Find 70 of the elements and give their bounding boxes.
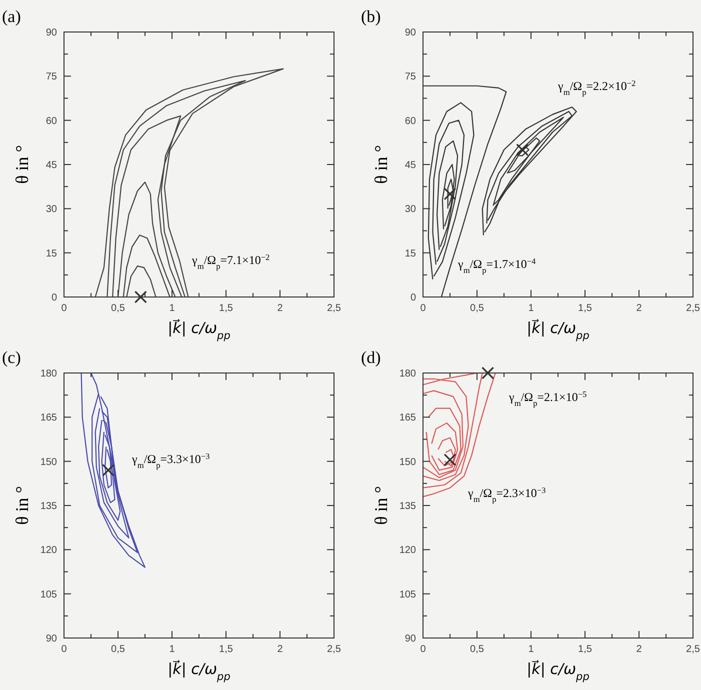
x-tick-label: 1,5 bbox=[219, 644, 234, 655]
y-tick-label: 120 bbox=[40, 545, 58, 556]
y-axis-title: θ in ° bbox=[12, 145, 32, 184]
y-tick-label: 0 bbox=[410, 292, 416, 304]
x-tick-label: 2 bbox=[277, 644, 284, 655]
x-tick-label: 0 bbox=[420, 644, 426, 655]
x-tick-label: 2,5 bbox=[327, 644, 342, 655]
x-tick-label: 1,5 bbox=[578, 644, 592, 655]
y-tick-label: 90 bbox=[404, 634, 416, 644]
x-axis-title: |k⃗| c/ω$_{pp}$ bbox=[168, 318, 231, 342]
x-axis-title: |k⃗| c/ω$_{pp}$ bbox=[526, 659, 590, 683]
y-tick-label: 75 bbox=[404, 72, 416, 83]
y-tick-label: 30 bbox=[46, 204, 58, 216]
annotation: γ$_{m}$/Ω$_{p}$=1.7×10$^{−4}$ bbox=[457, 256, 537, 274]
x-tick-label: 1 bbox=[528, 303, 534, 314]
chart-title: (c) bbox=[2, 348, 21, 367]
y-tick-label: 180 bbox=[399, 368, 416, 380]
y-tick-label: 30 bbox=[404, 204, 416, 216]
x-tick-label: 0,5 bbox=[470, 303, 484, 314]
y-tick-label: 90 bbox=[46, 28, 58, 38]
x-tick-label: 2 bbox=[277, 303, 284, 314]
y-tick-label: 180 bbox=[40, 368, 58, 380]
x-tick-label: 0 bbox=[61, 303, 68, 314]
y-tick-label: 0 bbox=[51, 292, 58, 304]
chart-title: (d) bbox=[361, 348, 381, 367]
x-tick-label: 2 bbox=[636, 644, 642, 655]
x-axis-title: |k⃗| c/ω$_{pp}$ bbox=[526, 318, 590, 342]
x-tick-label: 1,5 bbox=[578, 303, 592, 314]
y-tick-label: 90 bbox=[404, 28, 416, 38]
y-tick-label: 120 bbox=[399, 545, 416, 556]
x-tick-label: 2,5 bbox=[686, 303, 700, 314]
y-tick-label: 60 bbox=[404, 116, 416, 127]
y-axis-title: θ in ° bbox=[12, 486, 32, 525]
annotation: γ$_{m}$/Ω$_{p}$=7.1×10$^{−2}$ bbox=[191, 252, 270, 270]
y-tick-label: 165 bbox=[40, 412, 58, 424]
y-tick-label: 45 bbox=[46, 160, 58, 171]
y-tick-label: 90 bbox=[46, 634, 58, 644]
x-tick-label: 1 bbox=[169, 644, 176, 655]
y-tick-label: 60 bbox=[46, 116, 58, 127]
y-axis-title: θ in ° bbox=[371, 145, 391, 184]
y-tick-label: 135 bbox=[40, 501, 58, 512]
x-tick-label: 0,5 bbox=[111, 303, 126, 314]
y-axis-title: θ in ° bbox=[371, 486, 391, 525]
y-tick-label: 150 bbox=[40, 456, 58, 468]
y-tick-label: 45 bbox=[404, 160, 416, 171]
y-tick-label: 105 bbox=[399, 589, 416, 600]
x-axis-title: |k⃗| c/ω$_{pp}$ bbox=[168, 659, 231, 683]
y-tick-label: 15 bbox=[46, 248, 58, 260]
y-tick-label: 15 bbox=[404, 248, 416, 260]
x-tick-label: 0,5 bbox=[470, 644, 484, 655]
y-tick-label: 75 bbox=[46, 72, 58, 83]
y-tick-label: 150 bbox=[399, 456, 416, 468]
x-tick-label: 0 bbox=[420, 303, 426, 314]
annotation: γ$_{m}$/Ω$_{p}$=2.2×10$^{−2}$ bbox=[557, 78, 636, 96]
x-tick-label: 2 bbox=[636, 303, 642, 314]
x-tick-label: 0,5 bbox=[111, 644, 126, 655]
chart-title: (b) bbox=[361, 7, 381, 26]
y-tick-label: 165 bbox=[399, 412, 416, 424]
annotation: γ$_{m}$/Ω$_{p}$=2.1×10$^{−5}$ bbox=[508, 390, 587, 408]
annotation: γ$_{m}$/Ω$_{p}$=3.3×10$^{−3}$ bbox=[131, 452, 210, 470]
y-tick-label: 135 bbox=[399, 501, 416, 512]
x-tick-label: 1 bbox=[169, 303, 176, 314]
x-tick-label: 1 bbox=[528, 644, 534, 655]
chart-title: (a) bbox=[2, 7, 21, 26]
x-tick-label: 2,5 bbox=[327, 303, 342, 314]
y-tick-label: 105 bbox=[40, 589, 58, 600]
x-tick-label: 2,5 bbox=[686, 644, 700, 655]
annotation: γ$_{m}$/Ω$_{p}$=2.3×10$^{−3}$ bbox=[467, 486, 546, 504]
x-tick-label: 0 bbox=[61, 644, 68, 655]
x-tick-label: 1,5 bbox=[219, 303, 234, 314]
